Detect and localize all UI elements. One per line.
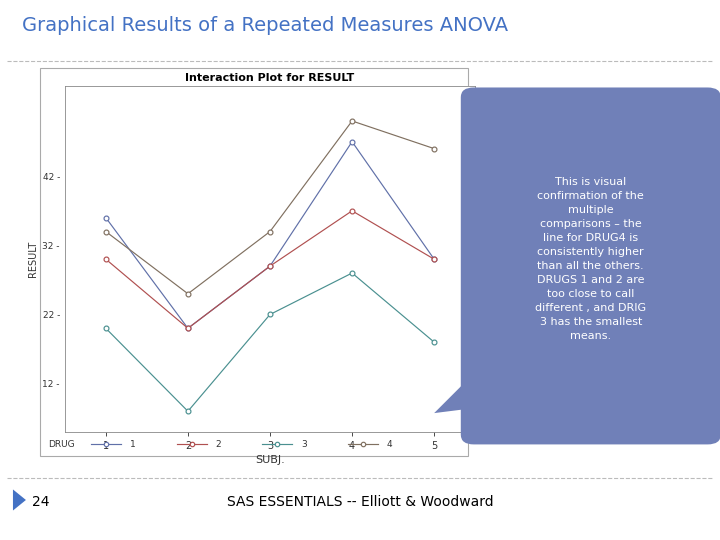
- Text: Graphical Results of a Repeated Measures ANOVA: Graphical Results of a Repeated Measures…: [22, 16, 508, 35]
- Text: 3: 3: [301, 440, 307, 449]
- Polygon shape: [13, 489, 26, 510]
- Text: SAS ESSENTIALS -- Elliott & Woodward: SAS ESSENTIALS -- Elliott & Woodward: [227, 495, 493, 509]
- Title: Interaction Plot for RESULT: Interaction Plot for RESULT: [185, 73, 355, 83]
- Text: 1: 1: [130, 440, 135, 449]
- Text: 24: 24: [32, 495, 50, 509]
- Text: 4: 4: [387, 440, 392, 449]
- Text: This is visual
confirmation of the
multiple
comparisons – the
line for DRUG4 is
: This is visual confirmation of the multi…: [535, 178, 647, 341]
- Text: 2: 2: [215, 440, 221, 449]
- Text: DRUG: DRUG: [48, 440, 75, 449]
- Y-axis label: RESULT: RESULT: [28, 241, 38, 278]
- X-axis label: SUBJ.: SUBJ.: [255, 455, 285, 465]
